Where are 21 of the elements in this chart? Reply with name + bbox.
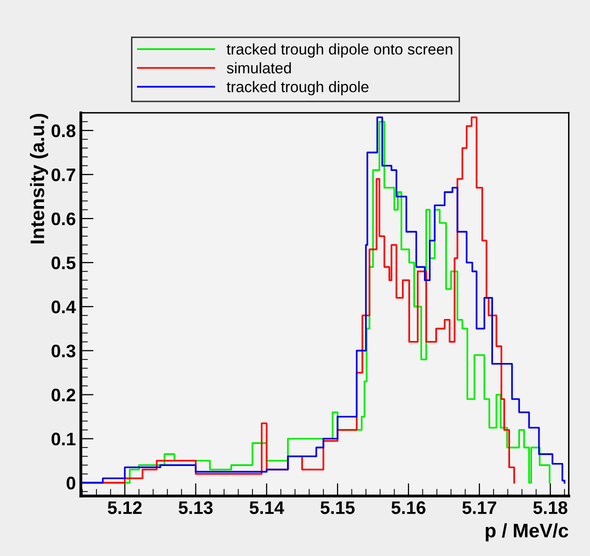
x-tick-label: 5.16: [391, 501, 426, 514]
y-tick-label: 0.3: [52, 344, 76, 358]
y-tick-label: 0.6: [52, 212, 76, 226]
x-tick-label: 5.12: [108, 501, 142, 514]
x-tick-label: 5.15: [320, 501, 355, 514]
y-tick-label: 0.2: [52, 388, 76, 402]
y-tick-label: 0.7: [52, 168, 76, 182]
x-tick-label: 5.18: [533, 501, 568, 514]
legend-label: tracked trough dipole onto screen: [226, 43, 452, 58]
y-tick-label: 0.8: [52, 124, 76, 138]
x-axis-title: p / MeV/c: [486, 523, 568, 542]
x-tick-label: 5.13: [178, 501, 213, 514]
y-tick-label: 0.1: [52, 432, 76, 446]
y-tick-label: 0.4: [52, 300, 76, 314]
y-tick-label: 0: [66, 476, 76, 490]
x-tick-label: 5.14: [250, 501, 284, 514]
legend-label: tracked trough dipole: [226, 81, 368, 96]
x-tick-label: 5.17: [462, 501, 496, 514]
legend-label: simulated: [226, 62, 291, 74]
y-tick-label: 0.5: [52, 256, 76, 270]
y-axis-title: Intensity (a.u.): [30, 114, 48, 244]
